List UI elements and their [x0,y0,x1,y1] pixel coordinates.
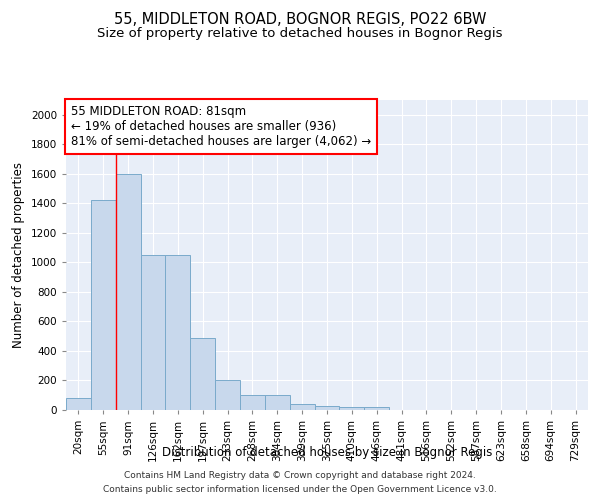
Bar [290,404,314,410]
Bar [91,200,116,410]
Bar [140,255,166,410]
Bar [265,394,290,410]
Bar [240,394,265,410]
Bar [314,406,340,410]
Bar [166,255,190,410]
Text: Contains HM Land Registry data © Crown copyright and database right 2024.: Contains HM Land Registry data © Crown c… [124,472,476,480]
Text: Distribution of detached houses by size in Bognor Regis: Distribution of detached houses by size … [162,446,492,459]
Text: Contains public sector information licensed under the Open Government Licence v3: Contains public sector information licen… [103,484,497,494]
Bar [364,407,389,410]
Text: 55, MIDDLETON ROAD, BOGNOR REGIS, PO22 6BW: 55, MIDDLETON ROAD, BOGNOR REGIS, PO22 6… [114,12,486,28]
Bar [116,174,140,410]
Bar [340,407,364,410]
Text: 55 MIDDLETON ROAD: 81sqm
← 19% of detached houses are smaller (936)
81% of semi-: 55 MIDDLETON ROAD: 81sqm ← 19% of detach… [71,104,371,148]
Bar [190,338,215,410]
Bar [66,398,91,410]
Bar [215,380,240,410]
Y-axis label: Number of detached properties: Number of detached properties [12,162,25,348]
Text: Size of property relative to detached houses in Bognor Regis: Size of property relative to detached ho… [97,28,503,40]
